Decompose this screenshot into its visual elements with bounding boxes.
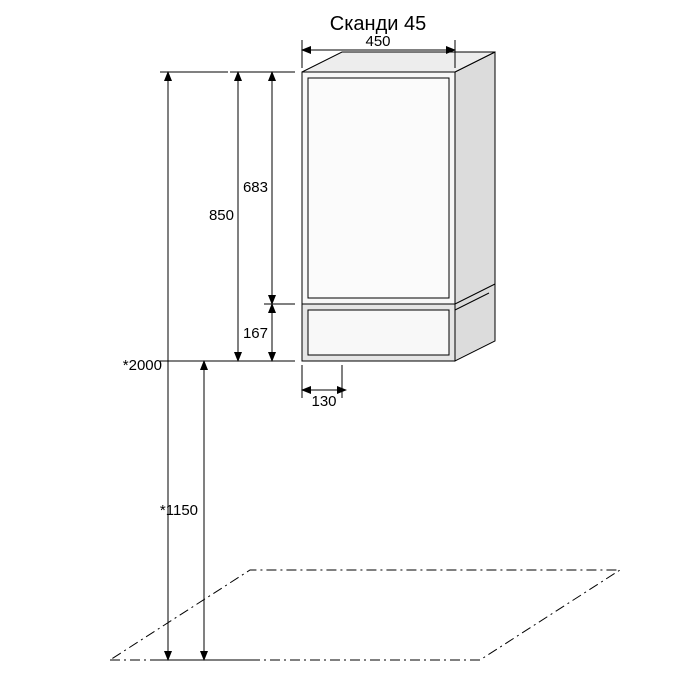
dim-2000-label: *2000 <box>123 357 162 374</box>
dim-683-label: 683 <box>243 179 268 196</box>
dim-left-ext <box>160 72 250 660</box>
dim-167-label: 167 <box>243 325 268 342</box>
technical-drawing: Сканди 45 450 683 <box>0 0 700 700</box>
floor-plane <box>110 570 620 660</box>
drawing-title: Сканди 45 <box>330 13 426 35</box>
dim-1150-label: *1150 <box>160 502 198 519</box>
dim-1150 <box>196 361 250 660</box>
dim-width-label: 450 <box>365 33 390 50</box>
dim-850-label: 850 <box>209 207 234 224</box>
cabinet <box>302 52 495 361</box>
dim-depth-label: 130 <box>311 393 336 410</box>
